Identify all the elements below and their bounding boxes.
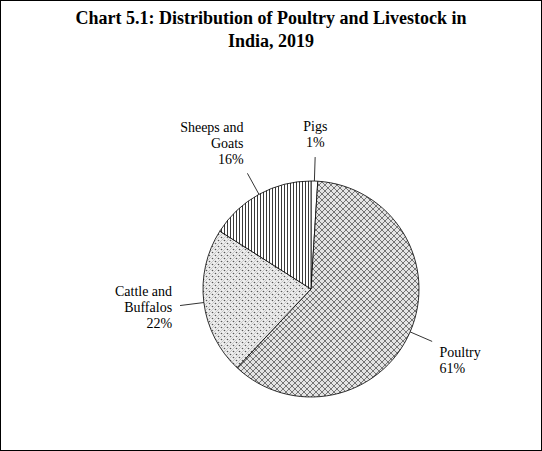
html-text:Chart 5.1: Distribution of Pou: Chart 5.1: Distribution of Poultry and L… (75, 8, 467, 51)
svg-text:Cattle andBuffalos22%: Cattle andBuffalos22% (115, 284, 172, 331)
svg-text:Sheeps andGoats16%: Sheeps andGoats16% (180, 120, 244, 167)
svg-text:Poultry61%: Poultry61% (439, 345, 480, 376)
svg-text:Pigs1%: Pigs1% (303, 119, 327, 150)
